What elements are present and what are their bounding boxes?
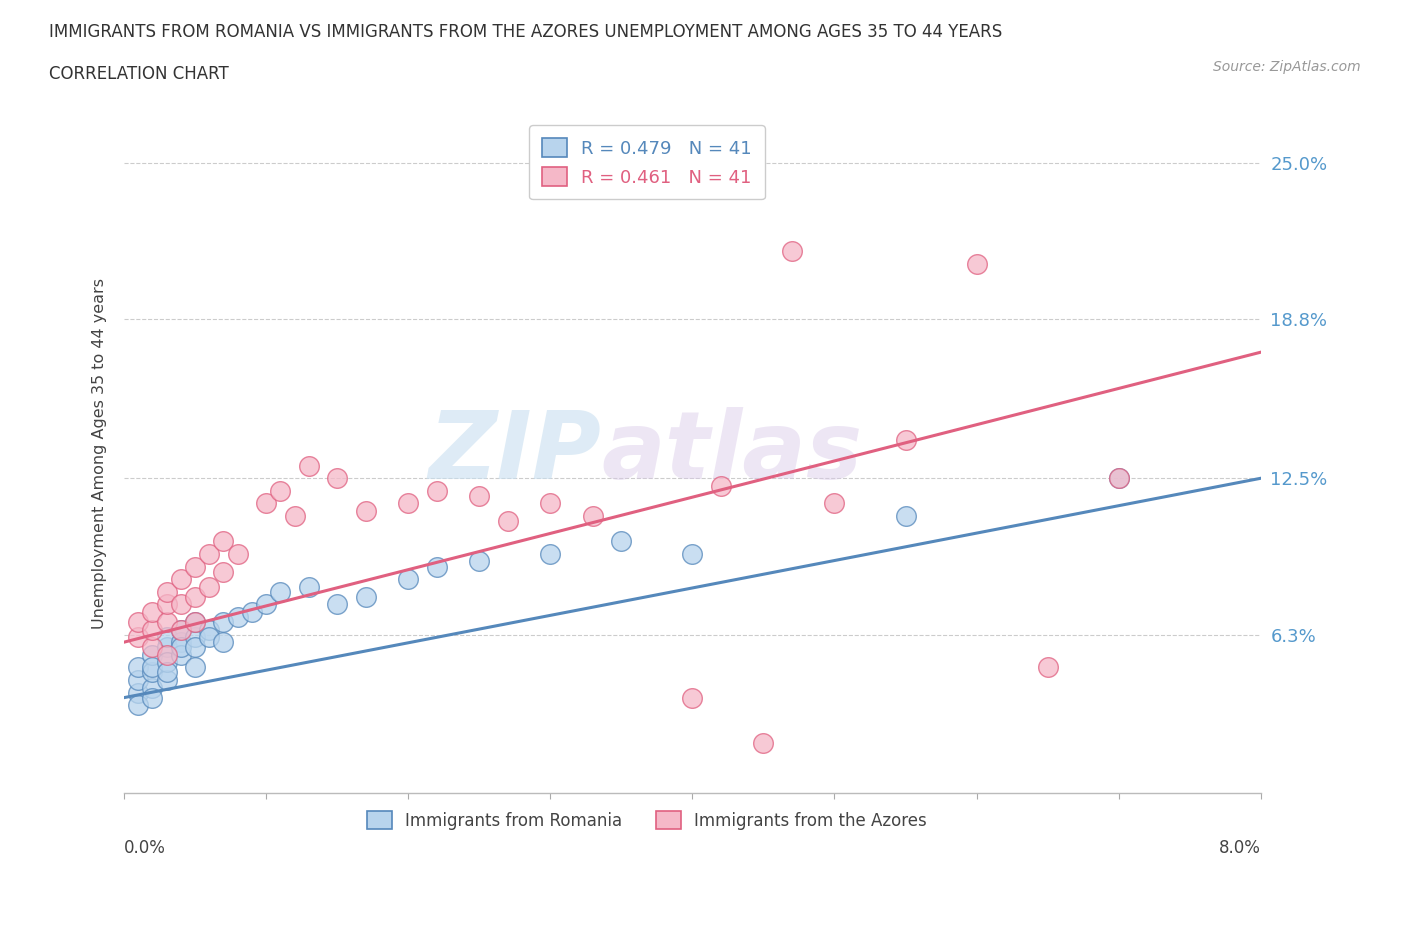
- Point: [141, 640, 163, 655]
- Point: [184, 640, 207, 655]
- Point: [212, 534, 235, 549]
- Point: [710, 478, 733, 493]
- Point: [226, 547, 249, 562]
- Point: [170, 622, 193, 637]
- Point: [127, 660, 149, 675]
- Point: [184, 590, 207, 604]
- Point: [127, 685, 149, 700]
- Text: 0.0%: 0.0%: [124, 839, 166, 857]
- Point: [170, 647, 193, 662]
- Point: [538, 547, 561, 562]
- Point: [141, 665, 163, 680]
- Point: [496, 513, 519, 528]
- Text: 8.0%: 8.0%: [1219, 839, 1261, 857]
- Point: [141, 660, 163, 675]
- Point: [156, 630, 179, 644]
- Point: [240, 604, 263, 619]
- Point: [170, 572, 193, 587]
- Point: [1036, 660, 1059, 675]
- Point: [780, 244, 803, 259]
- Text: Source: ZipAtlas.com: Source: ZipAtlas.com: [1213, 60, 1361, 74]
- Point: [156, 665, 179, 680]
- Point: [1108, 471, 1130, 485]
- Point: [354, 504, 377, 519]
- Point: [966, 257, 988, 272]
- Point: [156, 615, 179, 630]
- Point: [1108, 471, 1130, 485]
- Point: [283, 509, 305, 524]
- Text: ZIP: ZIP: [429, 407, 602, 499]
- Point: [468, 488, 491, 503]
- Point: [198, 622, 221, 637]
- Point: [254, 597, 277, 612]
- Point: [468, 554, 491, 569]
- Point: [156, 672, 179, 687]
- Point: [396, 572, 419, 587]
- Point: [681, 547, 703, 562]
- Point: [354, 590, 377, 604]
- Point: [198, 547, 221, 562]
- Point: [170, 597, 193, 612]
- Point: [170, 635, 193, 650]
- Point: [610, 534, 633, 549]
- Point: [326, 597, 349, 612]
- Point: [752, 736, 775, 751]
- Point: [184, 615, 207, 630]
- Point: [184, 615, 207, 630]
- Point: [141, 680, 163, 695]
- Point: [141, 604, 163, 619]
- Point: [212, 635, 235, 650]
- Legend: Immigrants from Romania, Immigrants from the Azores: Immigrants from Romania, Immigrants from…: [360, 804, 934, 836]
- Point: [298, 458, 321, 473]
- Point: [254, 496, 277, 511]
- Point: [184, 559, 207, 574]
- Point: [894, 433, 917, 448]
- Point: [156, 640, 179, 655]
- Point: [582, 509, 605, 524]
- Point: [894, 509, 917, 524]
- Point: [426, 484, 449, 498]
- Point: [538, 496, 561, 511]
- Point: [396, 496, 419, 511]
- Point: [269, 584, 291, 599]
- Point: [156, 584, 179, 599]
- Point: [212, 615, 235, 630]
- Point: [269, 484, 291, 498]
- Point: [156, 597, 179, 612]
- Point: [127, 672, 149, 687]
- Text: IMMIGRANTS FROM ROMANIA VS IMMIGRANTS FROM THE AZORES UNEMPLOYMENT AMONG AGES 35: IMMIGRANTS FROM ROMANIA VS IMMIGRANTS FR…: [49, 23, 1002, 41]
- Point: [127, 698, 149, 712]
- Point: [184, 630, 207, 644]
- Point: [824, 496, 846, 511]
- Point: [156, 655, 179, 670]
- Point: [298, 579, 321, 594]
- Point: [426, 559, 449, 574]
- Point: [141, 622, 163, 637]
- Text: CORRELATION CHART: CORRELATION CHART: [49, 65, 229, 83]
- Y-axis label: Unemployment Among Ages 35 to 44 years: Unemployment Among Ages 35 to 44 years: [93, 277, 107, 629]
- Point: [170, 622, 193, 637]
- Text: atlas: atlas: [602, 407, 863, 499]
- Point: [141, 647, 163, 662]
- Point: [226, 609, 249, 624]
- Point: [127, 615, 149, 630]
- Point: [127, 630, 149, 644]
- Point: [212, 565, 235, 579]
- Point: [141, 690, 163, 705]
- Point: [156, 647, 179, 662]
- Point: [198, 579, 221, 594]
- Point: [198, 630, 221, 644]
- Point: [184, 660, 207, 675]
- Point: [326, 471, 349, 485]
- Point: [681, 690, 703, 705]
- Point: [170, 640, 193, 655]
